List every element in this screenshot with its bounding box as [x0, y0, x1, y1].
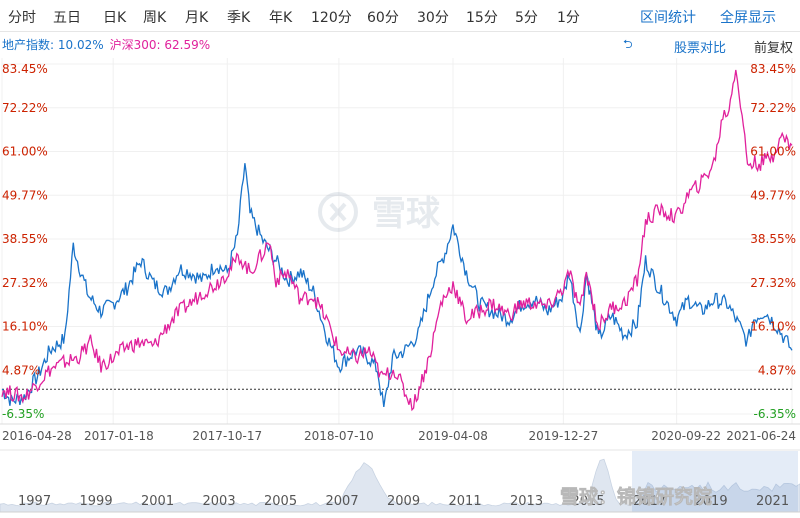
tab-15min[interactable]: 15分	[466, 10, 498, 26]
y-tick-label-left: 83.45%	[2, 62, 48, 76]
y-tick-label-left: 38.55%	[2, 232, 48, 246]
footer-watermark-text: 雪球：锦锦研究院	[560, 485, 712, 508]
x-tick-label: 2019-12-27	[528, 429, 598, 443]
x-tick-label: 2017-10-17	[192, 429, 262, 443]
y-tick-label-left: 27.32%	[2, 276, 48, 290]
overview-year-label: 2011	[449, 494, 482, 509]
tab-intraday[interactable]: 分时	[8, 10, 36, 26]
y-tick-label-right: 27.32%	[750, 276, 796, 290]
overview-panel	[0, 450, 800, 518]
tab-daily-k[interactable]: 日K	[103, 10, 127, 26]
tab-monthly-k[interactable]: 月K	[185, 10, 209, 26]
y-tick-label-left: 49.77%	[2, 188, 48, 202]
overview-year-label: 2005	[264, 494, 297, 509]
y-tick-label-right: 16.10%	[750, 320, 796, 334]
legend-series2: 沪深300: 62.59%	[109, 38, 211, 52]
overview-year-label: 2009	[387, 494, 420, 509]
y-tick-label-left: 72.22%	[2, 101, 48, 115]
x-tick-label: 2017-01-18	[84, 429, 154, 443]
overview-year-label: 2007	[326, 494, 359, 509]
y-tick-label-right: -6.35%	[754, 407, 796, 421]
range-stats-link[interactable]: 区间统计	[640, 10, 696, 26]
tab-yearly-k[interactable]: 年K	[269, 10, 293, 26]
y-tick-label-right: 4.87%	[758, 363, 796, 377]
x-tick-label: 2018-07-10	[304, 429, 374, 443]
overview-year-label: 2019	[695, 494, 728, 509]
y-tick-label-left: 61.00%	[2, 145, 48, 159]
watermark-text: 雪球	[372, 194, 441, 234]
x-tick-label: 2019-04-08	[418, 429, 488, 443]
legend-series1: 地产指数: 10.02%	[2, 38, 104, 52]
y-tick-label-right: 38.55%	[750, 232, 796, 246]
overview-year-label: 2013	[510, 494, 543, 509]
series-line-2	[1, 69, 793, 412]
series-line-1	[1, 163, 793, 407]
swap-icon[interactable]: ⮌	[623, 37, 633, 51]
stock-compare-button[interactable]: 股票对比	[673, 41, 726, 56]
chart-legend: 地产指数: 10.02% 沪深300: 62.59%	[2, 36, 210, 53]
overview-year-label: 2015	[572, 494, 605, 509]
y-tick-label-left: 4.87%	[2, 363, 40, 377]
tab-five-day[interactable]: 五日	[53, 10, 81, 26]
period-toolbar: 分时 五日 日K 周K 月K 季K 年K 120分 60分 30分 15分 5分…	[0, 0, 800, 32]
y-tick-label-right: 61.00%	[750, 145, 796, 159]
overview-year-label: 2001	[141, 494, 174, 509]
watermark: 雪球	[318, 192, 441, 234]
overview-year-label: 1999	[80, 494, 113, 509]
y-tick-label-right: 83.45%	[750, 62, 796, 76]
y-tick-label-left: -6.35%	[2, 407, 44, 421]
overview-area	[0, 458, 800, 513]
tab-60min[interactable]: 60分	[367, 10, 399, 26]
x-tick-label: 2020-09-22	[651, 429, 721, 443]
tab-5min[interactable]: 5分	[515, 10, 538, 26]
fullscreen-link[interactable]: 全屏显示	[720, 10, 776, 26]
overview-year-label: 1997	[18, 494, 51, 509]
y-tick-label-right: 49.77%	[750, 188, 796, 202]
overview-year-label: 2021	[756, 494, 789, 509]
overview-year-label: 2017	[633, 494, 666, 509]
x-tick-label: 2016-04-28	[2, 429, 72, 443]
tab-1min[interactable]: 1分	[557, 10, 580, 26]
forward-adjust-button[interactable]: 前复权	[753, 41, 793, 56]
y-tick-label-left: 16.10%	[2, 320, 48, 334]
tab-120min[interactable]: 120分	[311, 10, 352, 26]
x-tick-label: 2021-06-24	[726, 429, 796, 443]
tab-quarterly-k[interactable]: 季K	[227, 10, 251, 26]
tab-weekly-k[interactable]: 周K	[143, 10, 167, 26]
overview-selection	[632, 451, 798, 512]
overview-year-label: 2003	[203, 494, 236, 509]
tab-30min[interactable]: 30分	[417, 10, 449, 26]
y-tick-label-right: 72.22%	[750, 101, 796, 115]
